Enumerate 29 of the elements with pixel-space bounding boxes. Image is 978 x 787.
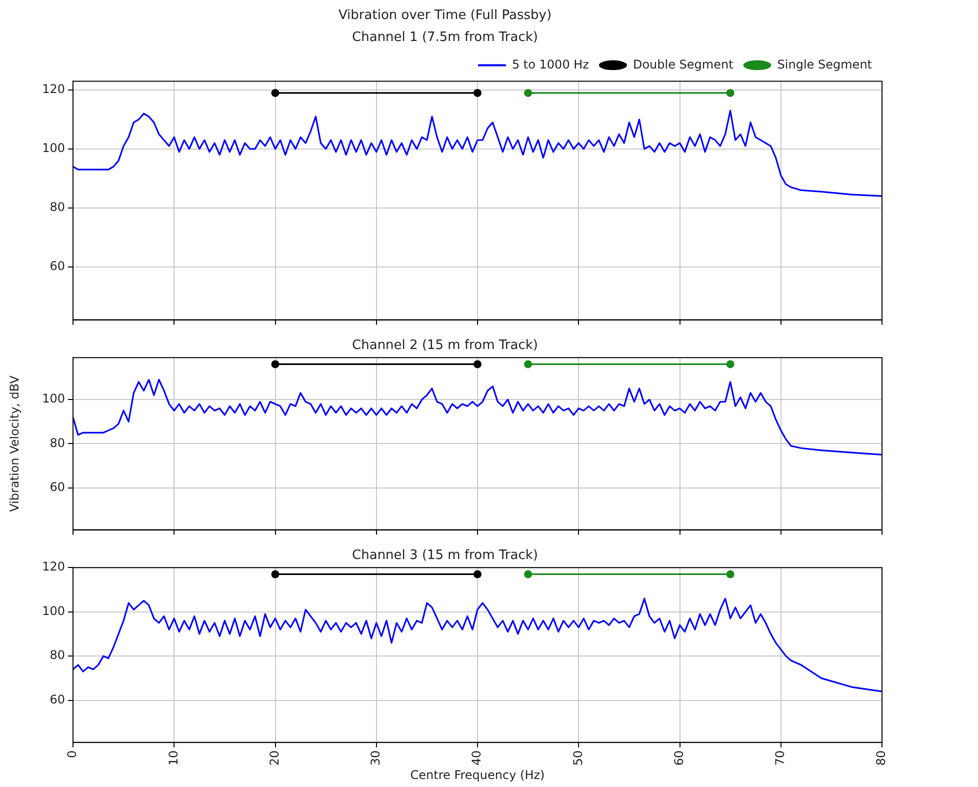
chart-title: Vibration over Time (Full Passby)	[338, 8, 552, 24]
y-tick-label: 80	[50, 648, 65, 662]
chart-title: Channel 3 (15 m from Track)	[352, 548, 538, 564]
x-tick-label: 30	[368, 750, 382, 766]
x-tick-label: 20	[267, 750, 282, 766]
y-tick-label: 100	[42, 141, 65, 156]
y-tick-label: 120	[42, 560, 65, 574]
y-tick-label: 80	[50, 436, 65, 450]
legend-label: Single Segment	[777, 57, 872, 72]
y-tick-label: 60	[50, 258, 65, 273]
x-tick-label: 70	[773, 750, 787, 766]
y-tick-label: 100	[42, 604, 65, 618]
y-axis-title: Vibration Velocity, dBV	[7, 374, 22, 512]
x-tick-label: 80	[874, 750, 888, 766]
x-tick-label: 0	[65, 750, 80, 758]
y-tick-label: 120	[42, 82, 65, 96]
x-tick-label: 50	[570, 750, 585, 766]
legend-label: 5 to 1000 Hz	[512, 57, 589, 72]
x-tick-label: 40	[470, 750, 484, 766]
y-tick-label: 80	[50, 200, 65, 214]
chart-title: Channel 2 (15 m from Track)	[352, 338, 538, 354]
x-tick-label: 60	[672, 750, 686, 766]
x-axis-title: Centre Frequency (Hz)	[410, 768, 545, 782]
y-tick-label: 60	[50, 692, 65, 706]
x-tick-label: 10	[166, 750, 180, 766]
chart-subtitle: Channel 1 (7.5m from Track)	[352, 30, 538, 45]
legend-label: Double Segment	[632, 57, 734, 72]
y-tick-label: 100	[42, 392, 65, 406]
y-tick-label: 60	[50, 480, 65, 494]
